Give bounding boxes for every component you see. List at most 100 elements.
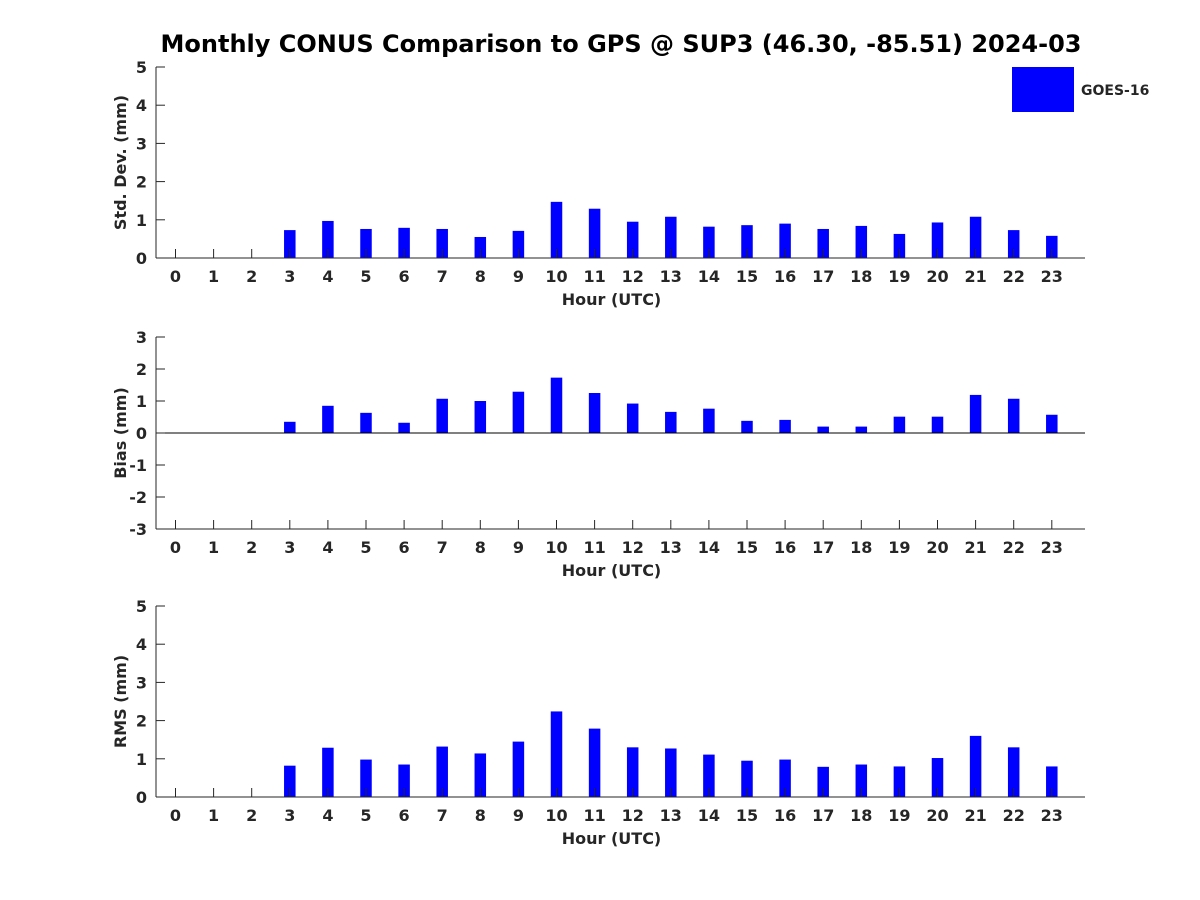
- x-tick-label: 17: [812, 267, 834, 286]
- x-tick-label: 16: [774, 267, 796, 286]
- y-tick-label: -1: [129, 456, 147, 475]
- x-tick-label: 12: [622, 538, 644, 557]
- x-tick-label: 20: [926, 267, 948, 286]
- y-tick-label: 1: [136, 392, 147, 411]
- bar: [779, 223, 791, 258]
- x-axis-label: Hour (UTC): [562, 290, 662, 309]
- x-tick-label: 4: [322, 806, 333, 825]
- bar: [931, 416, 944, 433]
- x-tick-label: 14: [698, 538, 720, 557]
- x-tick-label: 6: [399, 538, 410, 557]
- x-tick-label: 10: [545, 267, 567, 286]
- y-tick-label: 0: [136, 788, 147, 807]
- bar: [1046, 766, 1058, 797]
- x-tick-label: 12: [622, 806, 644, 825]
- bar: [703, 408, 715, 433]
- bar: [855, 764, 868, 797]
- x-tick-label: 21: [964, 806, 986, 825]
- x-tick-label: 17: [812, 538, 834, 557]
- x-tick-label: 4: [322, 267, 333, 286]
- x-tick-label: 5: [360, 538, 371, 557]
- x-tick-label: 15: [736, 538, 758, 557]
- y-axis-label: RMS (mm): [111, 655, 130, 748]
- x-tick-label: 3: [284, 267, 295, 286]
- bar: [665, 748, 677, 797]
- bar: [893, 416, 906, 433]
- x-tick-label: 1: [208, 267, 219, 286]
- x-tick-label: 13: [660, 267, 682, 286]
- bar: [398, 764, 410, 797]
- bar: [626, 403, 639, 433]
- x-tick-label: 18: [850, 806, 872, 825]
- x-tick-label: 22: [1003, 538, 1025, 557]
- bar: [322, 220, 334, 258]
- x-tick-label: 22: [1003, 267, 1025, 286]
- bar: [360, 412, 372, 433]
- y-tick-label: -3: [129, 520, 147, 539]
- bar: [779, 759, 791, 797]
- x-tick-label: 13: [660, 806, 682, 825]
- y-tick-label: 2: [136, 712, 147, 731]
- x-tick-label: 20: [926, 806, 948, 825]
- bar: [398, 227, 410, 258]
- bar: [931, 758, 944, 797]
- x-tick-label: 6: [399, 806, 410, 825]
- x-tick-label: 23: [1041, 538, 1063, 557]
- x-tick-label: 1: [208, 538, 219, 557]
- y-tick-label: -2: [129, 488, 147, 507]
- bar: [741, 225, 753, 258]
- bar: [360, 228, 372, 258]
- y-tick-label: 0: [136, 424, 147, 443]
- x-tick-label: 11: [583, 538, 605, 557]
- y-tick-label: 3: [136, 328, 147, 347]
- y-tick-label: 1: [136, 211, 147, 230]
- bar: [588, 393, 601, 433]
- bar: [1046, 414, 1058, 433]
- bar: [550, 201, 563, 258]
- bar: [931, 222, 944, 258]
- x-tick-label: 8: [475, 267, 486, 286]
- chart-title: Monthly CONUS Comparison to GPS @ SUP3 (…: [160, 30, 1082, 58]
- x-tick-label: 23: [1041, 806, 1063, 825]
- x-tick-label: 2: [246, 267, 257, 286]
- x-tick-label: 8: [475, 538, 486, 557]
- x-tick-label: 20: [926, 538, 948, 557]
- x-tick-label: 0: [170, 538, 181, 557]
- y-tick-label: 0: [136, 249, 147, 268]
- bar: [1007, 230, 1020, 258]
- bar: [322, 747, 334, 797]
- x-tick-label: 21: [964, 267, 986, 286]
- y-tick-label: 2: [136, 360, 147, 379]
- bar: [474, 236, 487, 258]
- x-tick-label: 8: [475, 806, 486, 825]
- legend-swatch: [1012, 67, 1074, 112]
- bar: [703, 226, 715, 258]
- x-tick-label: 9: [513, 267, 524, 286]
- x-tick-label: 10: [545, 538, 567, 557]
- x-tick-label: 16: [774, 538, 796, 557]
- x-tick-label: 19: [888, 806, 910, 825]
- bar: [741, 760, 753, 797]
- bar: [512, 391, 525, 433]
- x-tick-label: 18: [850, 267, 872, 286]
- x-axis-label: Hour (UTC): [562, 561, 662, 580]
- x-tick-label: 9: [513, 806, 524, 825]
- y-axis-label: Bias (mm): [111, 387, 130, 479]
- x-tick-label: 7: [437, 267, 448, 286]
- y-tick-label: 5: [136, 58, 147, 77]
- x-tick-label: 9: [513, 538, 524, 557]
- x-tick-label: 17: [812, 806, 834, 825]
- x-tick-label: 13: [660, 538, 682, 557]
- x-tick-label: 22: [1003, 806, 1025, 825]
- bar: [817, 228, 829, 258]
- bar: [588, 208, 601, 258]
- bar: [322, 405, 334, 433]
- bar: [703, 754, 715, 797]
- bar: [550, 711, 563, 797]
- bar: [284, 765, 296, 797]
- x-tick-label: 14: [698, 267, 720, 286]
- x-tick-label: 1: [208, 806, 219, 825]
- bar: [817, 766, 829, 797]
- bar: [893, 766, 906, 797]
- bar: [436, 228, 448, 258]
